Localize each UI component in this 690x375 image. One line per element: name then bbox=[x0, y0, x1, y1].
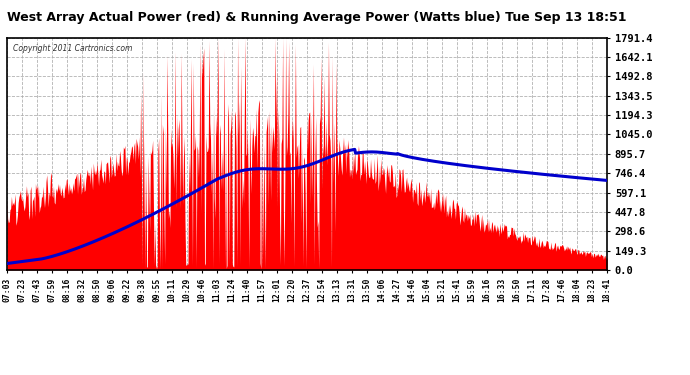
Text: Copyright 2011 Cartronics.com: Copyright 2011 Cartronics.com bbox=[13, 45, 132, 54]
Text: West Array Actual Power (red) & Running Average Power (Watts blue) Tue Sep 13 18: West Array Actual Power (red) & Running … bbox=[7, 11, 627, 24]
